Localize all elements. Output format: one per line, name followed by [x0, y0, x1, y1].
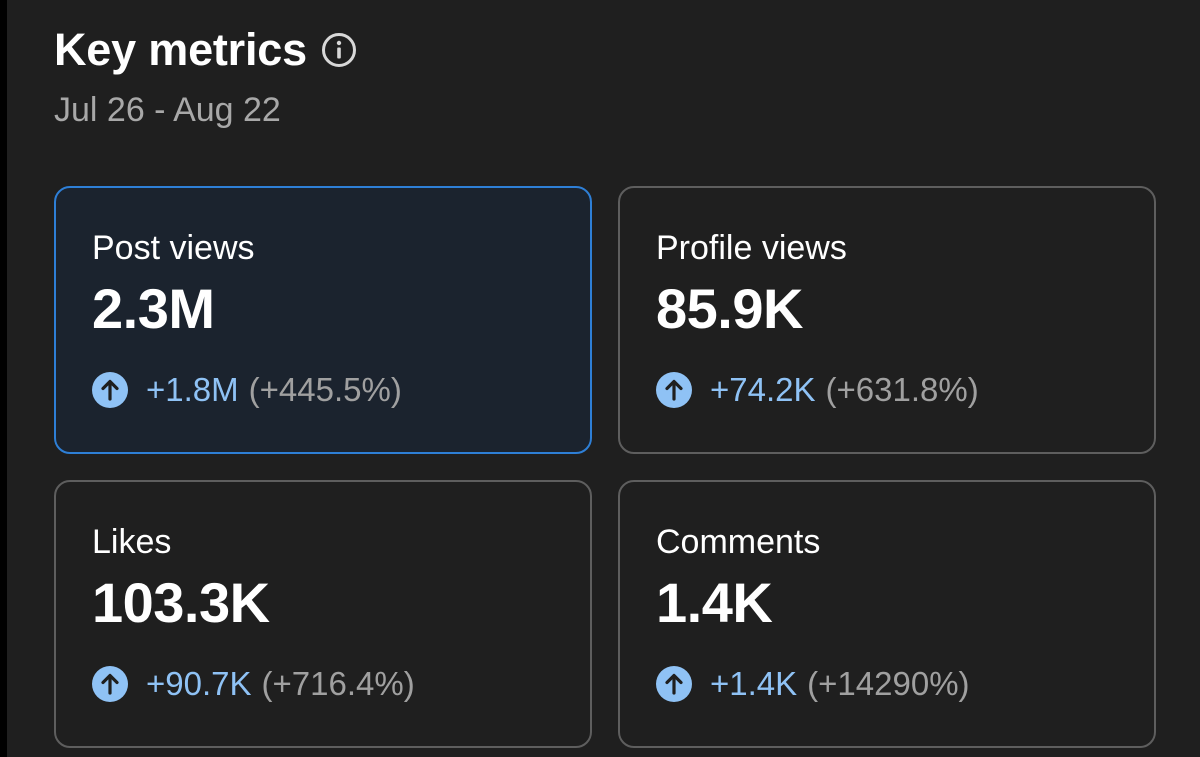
- change-percent: (+445.5%): [248, 371, 402, 408]
- metric-label: Likes: [92, 523, 172, 561]
- key-metrics-header: Key metrics Jul 26 - Aug 22: [54, 22, 357, 132]
- metric-value: 2.3M: [92, 277, 215, 340]
- change-absolute: +74.2K: [710, 371, 816, 408]
- arrow-up-circle-icon: [656, 372, 692, 408]
- metric-card-comments[interactable]: Comments 1.4K +1.4K (+14290%): [618, 480, 1156, 748]
- page-title: Key metrics: [54, 24, 307, 75]
- change-percent: (+716.4%): [261, 665, 415, 702]
- metric-card-post-views[interactable]: Post views 2.3M +1.8M (+445.5%): [54, 186, 592, 454]
- metric-card-profile-views[interactable]: Profile views 85.9K +74.2K (+631.8%): [618, 186, 1156, 454]
- metric-card-likes[interactable]: Likes 103.3K +90.7K (+716.4%): [54, 480, 592, 748]
- metric-value: 103.3K: [92, 571, 270, 634]
- metric-value: 1.4K: [656, 571, 773, 634]
- metric-change: +90.7K (+716.4%): [92, 662, 590, 706]
- change-percent: (+631.8%): [825, 371, 979, 408]
- arrow-up-circle-icon: [92, 666, 128, 702]
- arrow-up-circle-icon: [92, 372, 128, 408]
- change-absolute: +90.7K: [146, 665, 252, 702]
- change-percent: (+14290%): [807, 665, 970, 702]
- title-row: Key metrics: [54, 22, 357, 78]
- metric-change: +74.2K (+631.8%): [656, 368, 1154, 412]
- metrics-grid: Post views 2.3M +1.8M (+445.5%) Profile …: [54, 186, 1156, 748]
- change-absolute: +1.8M: [146, 371, 239, 408]
- info-icon[interactable]: [321, 32, 357, 68]
- date-range: Jul 26 - Aug 22: [54, 91, 281, 129]
- metric-change: +1.8M (+445.5%): [92, 368, 590, 412]
- change-absolute: +1.4K: [710, 665, 798, 702]
- metric-label: Profile views: [656, 229, 847, 267]
- metric-change: +1.4K (+14290%): [656, 662, 1154, 706]
- arrow-up-circle-icon: [656, 666, 692, 702]
- left-edge-divider: [0, 0, 7, 757]
- metric-label: Comments: [656, 523, 821, 561]
- metric-value: 85.9K: [656, 277, 803, 340]
- metric-label: Post views: [92, 229, 255, 267]
